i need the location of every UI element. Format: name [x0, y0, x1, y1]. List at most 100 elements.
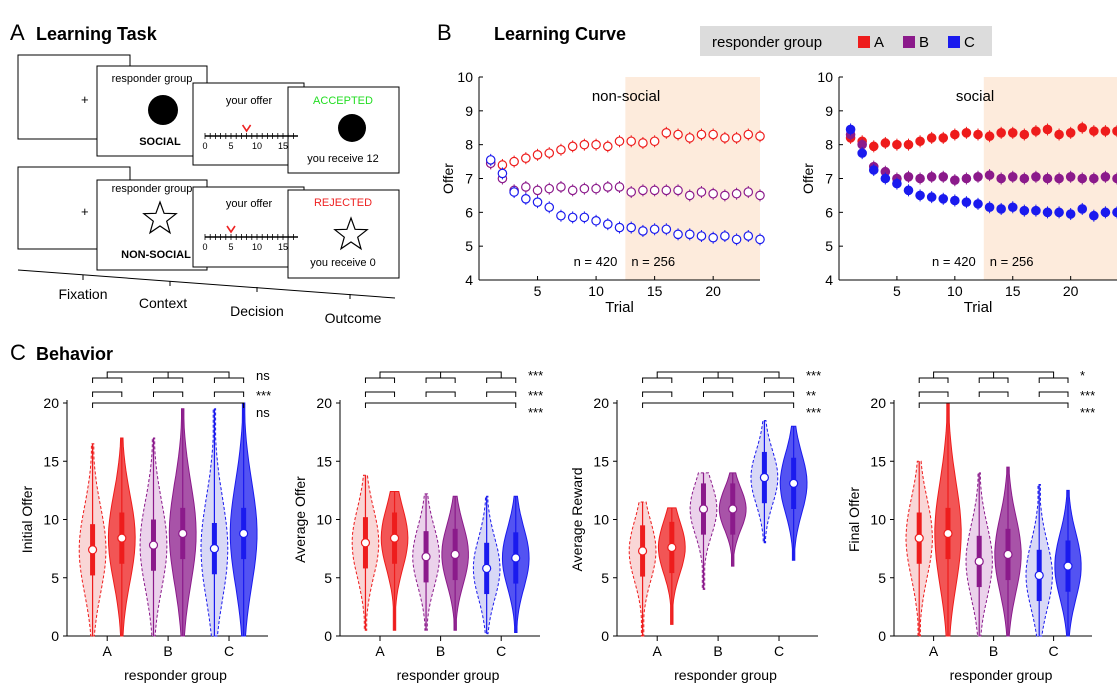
x-tick-label: A	[103, 643, 113, 659]
x-tick-label: 20	[705, 283, 721, 299]
data-point-a	[926, 133, 937, 143]
violin-median	[209, 544, 219, 554]
violin-median	[759, 472, 770, 483]
significance-bracket	[642, 391, 673, 397]
data-point-c	[1077, 204, 1088, 214]
x-tick-label: B	[713, 643, 722, 659]
data-point-a	[696, 129, 707, 140]
data-point-b	[1089, 173, 1099, 184]
data-point-c	[961, 197, 972, 207]
panel-c-letter: C	[10, 340, 26, 365]
data-point-a	[1089, 126, 1099, 136]
data-point-c	[903, 185, 914, 196]
x-axis-label: Trial	[964, 299, 993, 316]
data-point-c	[731, 234, 742, 245]
data-point-c	[626, 222, 637, 233]
x-tick-label: 15	[647, 283, 663, 299]
context-name-social: SOCIAL	[139, 136, 181, 148]
data-point-b	[591, 183, 601, 194]
y-axis-label: Average Reward	[569, 467, 585, 571]
sample-size-annotation: n = 256	[990, 254, 1034, 269]
decision-screen-social	[192, 82, 305, 166]
significance-bracket	[702, 391, 734, 397]
legend-swatch-b	[903, 36, 915, 48]
y-tick-label: 10	[817, 69, 833, 85]
offer-scale-label: 5	[228, 242, 233, 252]
violin-median	[698, 504, 709, 514]
violin-median	[914, 533, 924, 543]
data-point-a	[1100, 126, 1111, 136]
data-point-c	[556, 210, 566, 221]
y-axis-label: Offer	[440, 163, 456, 194]
violin-median	[360, 538, 371, 548]
y-tick-label: 15	[870, 453, 886, 469]
data-point-a	[532, 150, 543, 160]
violin-median	[450, 549, 460, 560]
data-point-b	[579, 183, 590, 194]
data-point-b	[1007, 172, 1018, 182]
y-tick-label: 10	[43, 512, 59, 528]
data-point-a	[720, 133, 730, 143]
offer-scale-social: 0 5 10 15	[202, 124, 298, 151]
data-point-a	[1112, 126, 1117, 136]
legend: responder group A B C	[700, 26, 992, 56]
data-point-b	[684, 190, 695, 201]
decision-label-nonsocial: your offer	[226, 198, 273, 210]
y-tick-label: 5	[465, 238, 473, 254]
social-circle-icon	[148, 95, 178, 125]
significance-bracket	[92, 377, 123, 383]
y-tick-label: 5	[324, 570, 332, 586]
data-point-b	[903, 172, 914, 182]
violin-median	[1003, 549, 1013, 560]
data-point-c	[1042, 207, 1053, 218]
data-point-b	[1100, 172, 1111, 182]
x-axis-label: responder group	[674, 667, 777, 683]
data-point-b	[1019, 173, 1030, 184]
offer-scale-label: 5	[228, 141, 233, 151]
y-tick-label: 6	[825, 204, 833, 220]
significance-bracket	[213, 391, 245, 397]
data-point-c	[1100, 207, 1111, 218]
data-point-a	[903, 139, 914, 150]
offer-scale-label: 15	[278, 242, 288, 252]
significance-bracket	[978, 377, 1009, 383]
x-tick-label: C	[774, 643, 784, 659]
data-point-a	[673, 129, 683, 140]
data-point-c	[857, 148, 867, 158]
social-circle-icon-outcome	[338, 114, 366, 142]
timeline-decision: Decision	[230, 303, 284, 319]
y-tick-label: 4	[465, 272, 473, 288]
timeline: Fixation Context Decision Outcome	[17, 269, 396, 326]
violin-average-offer: 0 5 10 15 20 Average Offer responder group A B C *…	[292, 368, 543, 683]
data-point-c	[591, 215, 601, 226]
data-point-c	[1089, 210, 1099, 221]
violin-median	[87, 545, 98, 555]
data-point-b	[544, 183, 555, 194]
significance-bracket	[763, 377, 795, 383]
data-point-b	[673, 185, 683, 196]
x-tick-label: 20	[1063, 283, 1079, 299]
data-point-c	[1019, 205, 1030, 216]
data-point-b	[1054, 173, 1064, 184]
significance-label: ***	[1080, 388, 1095, 403]
significance-bracket	[152, 377, 184, 383]
violin-median	[511, 553, 521, 563]
significance-bracket	[978, 391, 1009, 397]
legend-swatch-a	[858, 36, 870, 48]
data-point-a	[1042, 124, 1053, 135]
data-point-a	[915, 136, 925, 147]
offer-marker-icon	[241, 124, 252, 133]
sample-size-annotation: n = 256	[631, 254, 675, 269]
data-point-a	[638, 138, 648, 148]
panel-c-title: Behavior	[36, 344, 113, 364]
data-point-a	[1007, 128, 1018, 138]
data-point-c	[868, 165, 879, 175]
panel-a-title: Learning Task	[36, 24, 158, 44]
significance-label: ***	[528, 388, 543, 403]
data-point-b	[973, 172, 983, 182]
data-point-a	[1077, 122, 1088, 133]
data-point-b	[532, 185, 543, 196]
significance-bracket	[702, 377, 734, 383]
y-tick-label: 20	[593, 395, 609, 411]
